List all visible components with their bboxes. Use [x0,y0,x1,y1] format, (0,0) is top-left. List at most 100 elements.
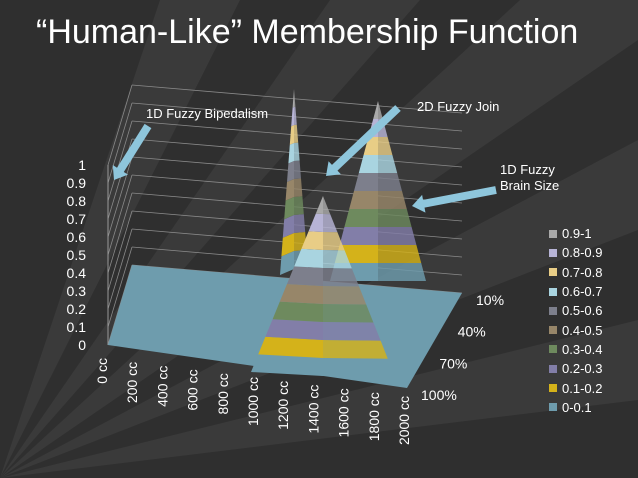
peak-band-right [294,142,300,161]
peak-band-right [294,196,304,215]
legend-label: 0.9-1 [562,226,592,242]
peak-band-left [358,155,378,173]
peak-1 [251,196,395,377]
peak-band-left [373,101,378,119]
peak-band-left [301,231,323,250]
legend-swatch [549,268,557,277]
annotation-bipedalism: 1D Fuzzy Bipedalism [146,106,269,121]
annotation-join: 2D Fuzzy Join [417,99,500,114]
peak-band-left [289,125,294,145]
z-tick-label: 0.7 [67,211,87,227]
legend-swatch [549,248,557,257]
annotation-brain-line1: 1D Fuzzy [500,162,555,177]
peak-band-left [354,173,378,191]
legend-label: 0.4-0.5 [562,322,603,338]
legend-swatch [549,229,557,238]
z-tick-label: 1 [78,157,86,173]
peak-band-right [294,106,297,125]
y-tick-label: 10% [476,292,504,308]
z-tick-label: 0.3 [67,283,87,299]
peak-band-right [294,124,299,143]
peak-band-left [258,336,323,358]
peak-band-right [323,196,331,215]
x-tick-label: 1200 cc [275,381,291,430]
legend-item: 0.4-0.5 [549,320,635,339]
legend-item: 0-0.1 [549,398,635,417]
legend-label: 0.3-0.4 [562,341,603,357]
peak-band-left [284,197,294,220]
peak-band-left [287,161,294,182]
x-tick-label: 800 cc [215,373,231,414]
legend-swatch [549,326,557,335]
peak-band-left [251,354,323,376]
peak-band-left [272,301,323,322]
legend-item: 0.3-0.4 [549,340,635,359]
peak-band-right [323,268,359,287]
legend-swatch [549,364,557,373]
peak-band-right [323,232,345,251]
x-tick-label: 400 cc [154,366,170,407]
z-tick-label: 0.9 [67,175,87,191]
legend-label: 0.2-0.3 [562,361,603,377]
x-tick-label: 0 cc [94,358,110,384]
x-tick-label: 1000 cc [245,377,261,426]
peak-band-right [323,322,381,341]
z-gridline-left [107,174,133,256]
z-gridline-back [131,84,463,114]
z-gridline-left [107,246,133,328]
peak-band-left [279,284,323,304]
z-gridline-back [131,102,463,132]
legend-swatch [549,403,557,412]
z-tick-label: 0 [78,337,86,353]
z-tick-label: 0.6 [67,229,87,245]
peak-band-left [265,319,323,340]
arrow-brain-size [412,186,497,213]
peak-band-right [323,340,388,359]
x-tick-label: 1400 cc [305,385,321,434]
peak-band-left [287,266,323,286]
legend-item: 0.5-0.6 [549,301,635,320]
peak-band-left [292,89,294,108]
legend-label: 0.8-0.9 [562,245,603,261]
chart-peaks [251,89,426,377]
legend-item: 0.6-0.7 [549,282,635,301]
legend-swatch [549,287,557,296]
peak-band-right [294,89,296,107]
z-gridline-left [107,102,133,184]
legend-label: 0.7-0.8 [562,264,603,280]
peak-band-right [294,214,306,233]
legend-swatch [549,384,557,393]
peak-band-left [285,179,294,201]
x-tick-label: 2000 cc [396,396,412,445]
legend-item: 0.7-0.8 [549,263,635,282]
x-tick-label: 600 cc [185,369,201,410]
peak-0 [280,89,308,275]
z-gridline-left [107,192,133,274]
z-tick-label: 0.8 [67,193,87,209]
z-tick-label: 0.1 [67,319,87,335]
legend-item: 0.9-1 [549,224,635,243]
peak-band-right [378,263,426,281]
z-gridline-left [107,228,133,310]
annotation-brain-line2: Brain Size [500,178,560,193]
annotation-brain-size: 1D Fuzzy Brain Size [500,162,559,194]
legend-label: 0-0.1 [562,399,592,415]
z-tick-label: 0.5 [67,247,87,263]
peak-band-left [288,143,294,164]
peak-band-right [323,214,338,233]
peak-band-right [378,227,417,245]
z-gridline-left [107,210,133,292]
peak-band-left [280,251,294,275]
peak-band-right [323,358,395,377]
z-gridline-left [107,120,133,202]
peak-band-left [281,233,294,257]
peak-band-right [378,191,407,209]
peak-band-right [294,178,303,197]
peak-band-right [378,101,383,119]
chart-ticks: 0 0.1 0.2 0.3 0.4 0.5 0.6 0.7 0.8 0.9 1 0 cc 200 cc 4… [67,157,505,445]
z-gridline-left [107,84,133,166]
z-gridline-left [107,156,133,238]
peak-band-right [378,155,398,173]
peak-band-right [323,250,352,269]
